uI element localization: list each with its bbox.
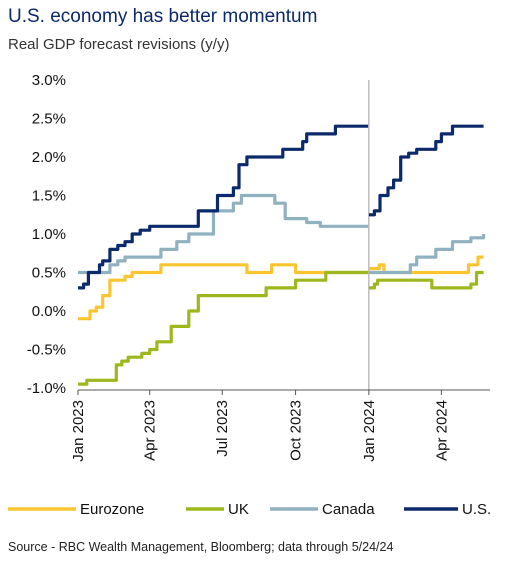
series-layer [78, 124, 486, 386]
y-tick-label: 2.5% [32, 111, 66, 128]
series-line-uk [368, 270, 484, 290]
series-line-us [368, 124, 484, 217]
legend-label: Canada [322, 501, 375, 518]
legend-label: Eurozone [80, 501, 144, 518]
y-tick-label: 1.0% [32, 226, 66, 243]
legend-label: U.S. [462, 501, 491, 518]
y-axis: 3.0% 2.5% 2.0% 1.5% 1.0% 0.5% 0.0% -0.5% -1.0% [27, 72, 490, 397]
x-tick-label: Apr 2023 [142, 400, 159, 461]
chart-subtitle: Real GDP forecast revisions (y/y) [8, 36, 230, 53]
source-note: Source - RBC Wealth Management, Bloomber… [8, 540, 394, 554]
x-tick-label: Jul 2023 [214, 400, 231, 457]
series-line-canada [368, 234, 486, 275]
x-tick-label: Jan 2023 [70, 400, 87, 462]
series-line-eurozone [368, 255, 484, 275]
x-axis: Jan 2023 Apr 2023 Jul 2023 Oct 2023 Jan 2024… [70, 390, 450, 462]
x-tick-label: Apr 2024 [433, 400, 450, 461]
chart-title: U.S. economy has better momentum [8, 6, 318, 27]
y-tick-label: 3.0% [32, 72, 66, 89]
y-tick-label: 1.5% [32, 188, 66, 205]
legend: Eurozone UK Canada U.S. [8, 501, 491, 518]
series-line-eurozone [78, 263, 369, 321]
y-tick-label: 0.5% [32, 265, 66, 282]
y-tick-label: -1.0% [27, 380, 66, 397]
y-tick-label: 2.0% [32, 149, 66, 166]
x-tick-label: Oct 2023 [288, 400, 305, 461]
legend-label: UK [228, 501, 249, 518]
series-line-canada [78, 193, 369, 275]
y-tick-label: -0.5% [27, 342, 66, 359]
series-line-uk [78, 270, 369, 386]
series-line-us [78, 124, 369, 290]
y-tick-label: 0.0% [32, 303, 66, 320]
x-tick-label: Jan 2024 [361, 400, 378, 462]
